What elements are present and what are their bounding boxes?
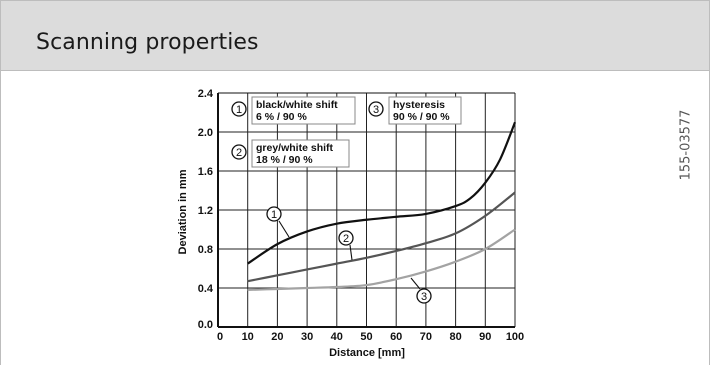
chart-curves (247, 121, 517, 292)
marker-pointer-line (410, 277, 421, 290)
legend-label: hysteresis (393, 99, 445, 111)
curve-marker-1-number: 1 (271, 209, 277, 221)
y-tick-label: 1.2 (198, 205, 213, 217)
x-tick-label: 90 (479, 331, 491, 343)
chart-tick-labels: 0 10 20 30 40 50 60 70 80 90 100 0.0 0.4 0.8 1.2 1.6 2.0… (198, 88, 524, 343)
x-tick-label: 60 (390, 331, 402, 343)
y-tick-label: 1.6 (198, 166, 213, 178)
curve-marker-3-circle (416, 288, 432, 304)
legend-box (388, 96, 462, 125)
legend-1-circle (231, 101, 247, 117)
curve-marker-2: 2 (338, 230, 354, 261)
legend-value: 6 % / 90 % (256, 111, 307, 123)
x-tick-label: 20 (271, 331, 283, 343)
curve-marker-1: 1 (266, 206, 290, 238)
panel-left-border (0, 71, 1, 365)
curve-series-3 (247, 228, 516, 292)
legend-1-number: 1 (236, 104, 242, 116)
x-axis-label: Distance [mm] (329, 347, 405, 359)
legend-3-circle (368, 101, 384, 117)
x-tick-label: 50 (360, 331, 372, 343)
x-tick-label: 70 (420, 331, 432, 343)
chart-axes (217, 92, 515, 328)
curve-marker-1-circle (266, 206, 282, 222)
y-tick-label: 2.0 (198, 127, 213, 139)
curve-series-1 (247, 121, 517, 265)
marker-pointer-line (278, 220, 290, 238)
legend-2-circle (231, 144, 247, 160)
curve-marker-3: 3 (410, 277, 432, 304)
legend-value: 18 % / 90 % (256, 154, 313, 166)
y-tick-label: 0.0 (198, 319, 213, 331)
x-tick-label: 100 (506, 331, 524, 343)
marker-pointer-line (349, 244, 353, 261)
legend-label: black/white shift (256, 99, 338, 111)
chart-grid (218, 92, 516, 327)
x-tick-label: 80 (449, 331, 461, 343)
x-tick-label: 10 (242, 331, 254, 343)
curve-marker-2-circle (338, 230, 354, 246)
legend-box (251, 139, 350, 168)
y-tick-label: 2.4 (198, 88, 214, 100)
x-tick-label: 0 (217, 331, 223, 343)
legend-3-number: 3 (373, 104, 379, 116)
header-divider (0, 70, 710, 71)
curve-markers: 1 2 3 (266, 206, 432, 304)
x-tick-label: 40 (331, 331, 343, 343)
legend-label: grey/white shift (256, 142, 334, 154)
x-tick-label: 30 (301, 331, 313, 343)
legend-2-number: 2 (236, 147, 242, 159)
legend-value: 90 % / 90 % (393, 111, 450, 123)
y-tick-label: 0.4 (198, 283, 214, 295)
panel-header (0, 0, 710, 70)
y-axis-label: Deviation in mm (177, 169, 189, 254)
panel-title: Scanning properties (36, 30, 259, 55)
curve-marker-2-number: 2 (343, 233, 349, 245)
curve-series-2 (247, 191, 516, 283)
y-tick-label: 0.8 (198, 244, 213, 256)
legend-box (251, 96, 356, 125)
curve-marker-3-number: 3 (421, 291, 427, 303)
